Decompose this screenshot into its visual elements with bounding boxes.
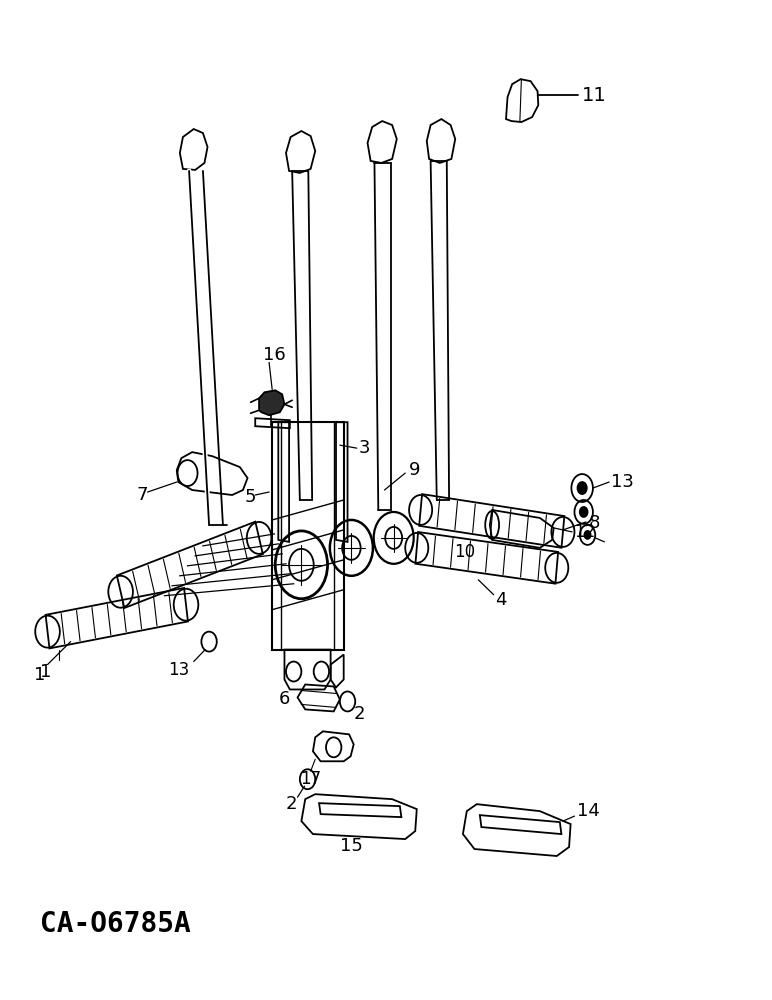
Text: 6: 6	[279, 690, 290, 708]
Polygon shape	[259, 390, 284, 415]
Text: 14: 14	[577, 802, 600, 820]
Circle shape	[584, 531, 591, 539]
Text: 1: 1	[40, 663, 52, 681]
Circle shape	[577, 482, 587, 494]
Text: 11: 11	[582, 86, 607, 105]
Text: 16: 16	[263, 346, 286, 364]
Text: 7: 7	[136, 486, 147, 504]
Text: CA-O6785A: CA-O6785A	[40, 910, 191, 938]
Text: 13: 13	[168, 661, 189, 679]
Text: 15: 15	[340, 837, 363, 855]
Text: 4: 4	[495, 591, 506, 609]
Text: 9: 9	[409, 461, 421, 479]
Text: 17: 17	[300, 770, 321, 788]
Text: 1: 1	[34, 666, 45, 684]
Text: 8: 8	[588, 514, 600, 532]
Text: 2: 2	[354, 705, 365, 723]
Text: 2: 2	[286, 795, 297, 813]
Circle shape	[580, 507, 587, 517]
Text: 13: 13	[611, 473, 635, 491]
Text: 3: 3	[359, 439, 371, 457]
Text: 12: 12	[574, 523, 596, 541]
Text: 5: 5	[245, 488, 256, 506]
Text: 10: 10	[454, 543, 475, 561]
